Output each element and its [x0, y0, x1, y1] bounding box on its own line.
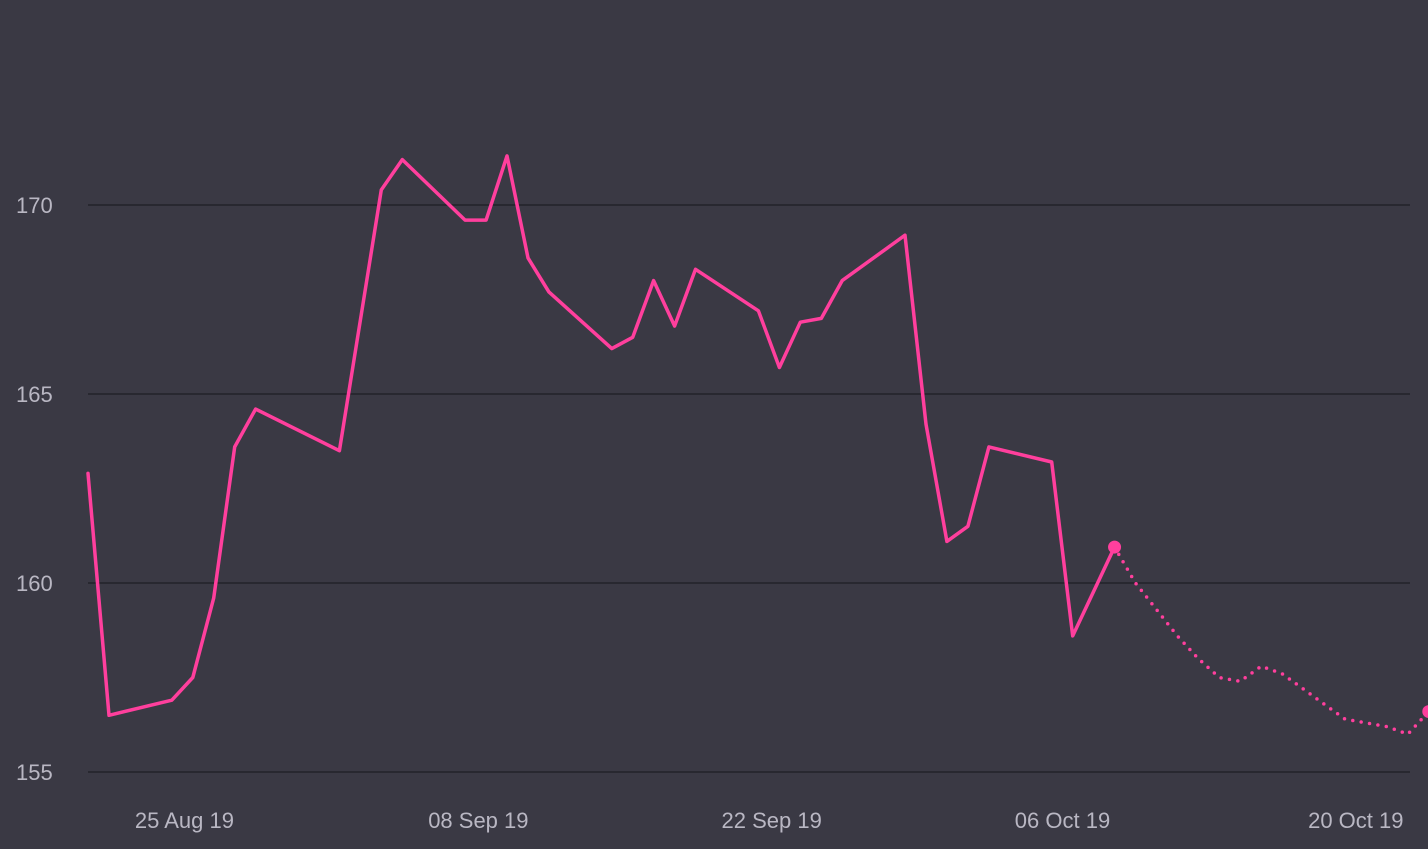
x-tick-label: 22 Sep 19	[722, 808, 822, 833]
endpoint-marker	[1108, 540, 1122, 554]
y-gridlines	[88, 204, 1410, 773]
x-axis-ticks: 25 Aug 19 08 Sep 19 22 Sep 19 06 Oct 19 20 O…	[135, 808, 1404, 833]
x-tick-label: 06 Oct 19	[1015, 808, 1110, 833]
endpoint-markers	[1108, 540, 1428, 718]
series-lines	[86, 154, 1428, 736]
x-tick-label: 25 Aug 19	[135, 808, 234, 833]
y-tick-label: 160	[16, 571, 53, 596]
y-axis-ticks: 155 160 165 170	[16, 193, 53, 785]
x-tick-label: 08 Sep 19	[428, 808, 528, 833]
y-tick-label: 170	[16, 193, 53, 218]
y-tick-label: 155	[16, 760, 53, 785]
x-tick-label: 20 Oct 19	[1308, 808, 1403, 833]
price-line	[86, 154, 1117, 718]
endpoint-marker	[1422, 705, 1428, 718]
y-tick-label: 165	[16, 382, 53, 407]
forecast-line	[1112, 545, 1428, 736]
